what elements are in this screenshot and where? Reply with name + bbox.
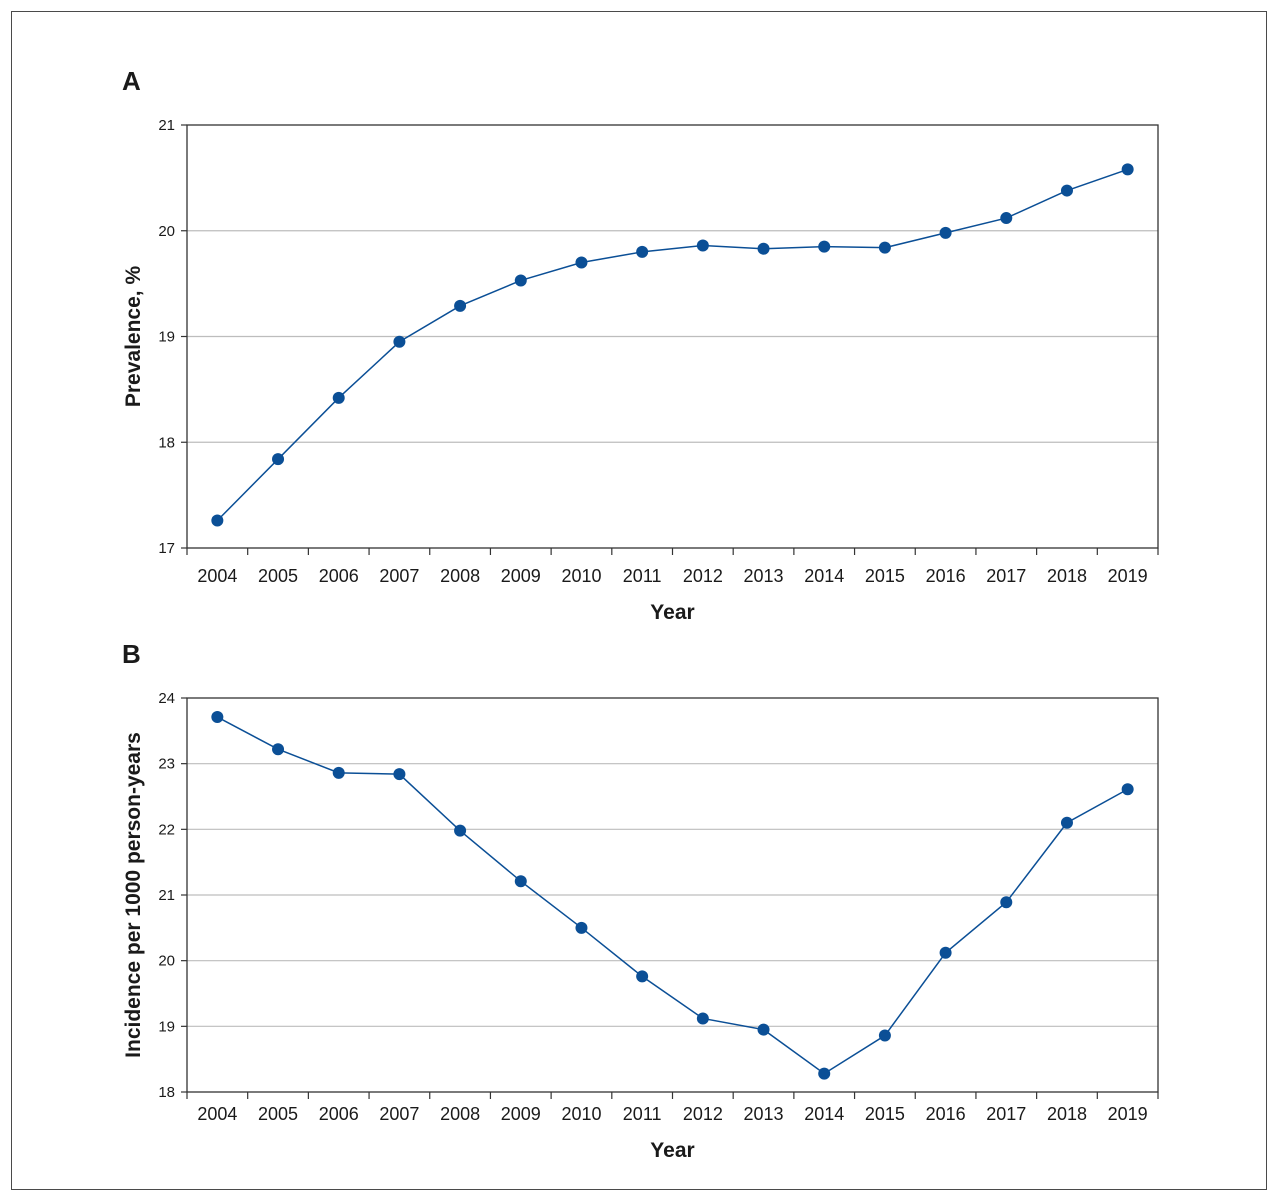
panel-a-y-axis-title: Prevalence, % (122, 266, 145, 408)
panel-a-x-axis-title: Year (650, 601, 694, 624)
panel-b-data-point-2010 (575, 921, 588, 934)
panel-a-x-tick-label: 2014 (804, 566, 844, 586)
panel-b-data-point-2014 (818, 1067, 831, 1080)
panel-a-x-tick-label: 2016 (926, 566, 966, 586)
panel-b-data-point-2013 (757, 1023, 770, 1036)
panel-b-data-point-2012 (696, 1012, 709, 1025)
panel-a-y-tick-label: 18 (158, 434, 175, 451)
panel-b-x-tick-label: 2014 (804, 1104, 844, 1124)
panel-b-data-point-2017 (1000, 896, 1013, 909)
panel-a-y-tick-label: 21 (158, 117, 175, 134)
panel-a-data-point-2017 (1000, 212, 1013, 225)
panel-a-x-tick-label: 2008 (440, 566, 480, 586)
panel-a-data-point-2008 (454, 299, 467, 312)
panel-a-data-point-2009 (514, 274, 527, 287)
panel-a-x-tick-label: 2013 (744, 566, 784, 586)
panel-a-x-tick-label: 2019 (1108, 566, 1148, 586)
panel-b-y-tick-label: 19 (158, 1018, 175, 1035)
panel-a-data-point-2018 (1060, 184, 1073, 197)
panel-a-data-point-2005 (272, 453, 285, 466)
panel-b-data-point-2008 (454, 824, 467, 837)
panel-b-x-tick-label: 2005 (258, 1104, 298, 1124)
panel-b-y-tick-label: 18 (158, 1084, 175, 1101)
panel-b-y-axis-title: Incidence per 1000 person-years (122, 732, 145, 1058)
panel-b-data-point-2011 (636, 970, 649, 983)
panel-b-data-point-2004 (211, 711, 224, 724)
panel-a-y-tick-label: 20 (158, 223, 175, 240)
panel-a-y-tick-label: 17 (158, 540, 175, 557)
panel-b-x-tick-label: 2019 (1108, 1104, 1148, 1124)
panel-b-x-tick-label: 2011 (623, 1104, 662, 1124)
panel-b-x-tick-label: 2008 (440, 1104, 480, 1124)
panel-b-data-point-2007 (393, 768, 406, 781)
panel-b-data-point-2009 (514, 875, 527, 888)
panel-b-data-point-2016 (939, 946, 952, 959)
panel-a-x-tick-label: 2009 (501, 566, 541, 586)
panel-b-y-tick-label: 21 (158, 887, 175, 904)
panel-b-y-tick-label: 23 (158, 756, 175, 773)
panel-a-x-tick-label: 2007 (379, 566, 419, 586)
panel-b-x-tick-label: 2017 (986, 1104, 1026, 1124)
panel-a-data-point-2006 (332, 391, 345, 404)
panel-b-y-tick-label: 24 (158, 690, 175, 707)
panel-a-data-point-2015 (878, 241, 891, 254)
panel-b-y-tick-label: 20 (158, 953, 175, 970)
panel-a-x-tick-label: 2004 (197, 566, 237, 586)
panel-b-data-point-2006 (332, 766, 345, 779)
panel-b-x-tick-label: 2006 (319, 1104, 359, 1124)
panel-a-x-tick-label: 2006 (319, 566, 359, 586)
panel-a-label: A (122, 66, 141, 96)
panel-a-series-line (216, 168, 1128, 522)
panel-a-data-point-2016 (939, 226, 952, 239)
panel-b-x-tick-label: 2015 (865, 1104, 905, 1124)
panel-b-x-axis-title: Year (650, 1139, 694, 1162)
figure-frame (11, 11, 1267, 1190)
panel-a-x-tick-label: 2018 (1047, 566, 1087, 586)
panel-b-label: B (122, 639, 141, 669)
panel-b-x-tick-label: 2009 (501, 1104, 541, 1124)
panel-a-x-tick-label: 2012 (683, 566, 723, 586)
panel-a-x-tick-label: 2011 (623, 566, 662, 586)
panel-b-y-tick-label: 22 (158, 821, 175, 838)
panel-a-data-point-2004 (211, 514, 224, 527)
panel-a-x-tick-label: 2017 (986, 566, 1026, 586)
panel-b-data-point-2019 (1121, 783, 1134, 796)
panel-b-data-point-2015 (878, 1029, 891, 1042)
panel-b-x-tick-label: 2018 (1047, 1104, 1087, 1124)
panel-b-x-tick-label: 2016 (926, 1104, 966, 1124)
panel-b-x-tick-label: 2013 (744, 1104, 784, 1124)
panel-a-x-tick-label: 2010 (561, 566, 601, 586)
panel-a-data-point-2014 (818, 240, 831, 253)
panel-a-data-point-2012 (696, 239, 709, 252)
panel-a-data-point-2019 (1121, 163, 1134, 176)
panel-b-data-point-2018 (1060, 816, 1073, 829)
panel-a-y-tick-label: 19 (158, 329, 175, 346)
panel-b-x-tick-label: 2010 (561, 1104, 601, 1124)
panel-b-x-tick-label: 2012 (683, 1104, 723, 1124)
panel-a-x-tick-label: 2015 (865, 566, 905, 586)
panel-b-series-line (216, 716, 1129, 1075)
panel-a-data-point-2010 (575, 256, 588, 269)
panel-a-data-point-2011 (636, 245, 649, 258)
panel-a-x-tick-label: 2005 (258, 566, 298, 586)
panel-b-x-tick-label: 2004 (197, 1104, 237, 1124)
panel-b-x-tick-label: 2007 (379, 1104, 419, 1124)
panel-a-data-point-2007 (393, 335, 406, 348)
panel-b-data-point-2005 (272, 743, 285, 756)
panel-a-data-point-2013 (757, 242, 770, 255)
